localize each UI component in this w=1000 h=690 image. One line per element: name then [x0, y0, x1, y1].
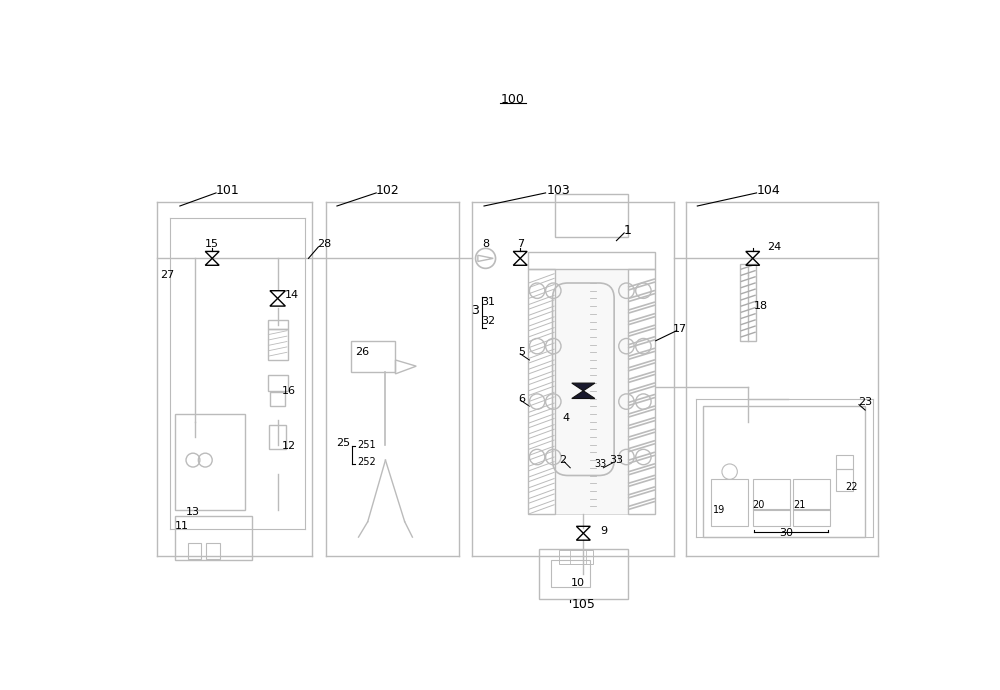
Bar [836, 469, 853, 491]
Bar [206, 543, 220, 559]
Text: 20: 20 [753, 500, 765, 510]
Bar [539, 549, 628, 599]
Text: 102: 102 [376, 184, 400, 197]
Text: 19: 19 [713, 505, 725, 515]
Text: 14: 14 [284, 290, 299, 299]
Text: 105: 105 [571, 598, 595, 611]
Bar [175, 515, 252, 560]
Text: 104: 104 [757, 184, 781, 197]
Bar [555, 269, 628, 514]
Text: 22: 22 [845, 482, 858, 492]
Text: 7: 7 [517, 239, 524, 250]
Text: 25: 25 [336, 438, 350, 449]
Text: 4: 4 [563, 413, 570, 423]
Bar [753, 509, 790, 526]
Text: 27: 27 [160, 270, 175, 280]
Bar [175, 414, 245, 510]
Bar [836, 455, 853, 469]
Text: 24: 24 [767, 241, 781, 252]
Text: 103: 103 [547, 184, 571, 197]
Text: 100: 100 [501, 93, 524, 106]
Text: 252: 252 [357, 457, 376, 467]
Text: 30: 30 [780, 529, 794, 538]
Bar [628, 269, 655, 514]
Bar [740, 264, 756, 341]
Bar [269, 426, 286, 449]
Bar [570, 550, 586, 564]
Bar [753, 480, 790, 510]
Text: 10: 10 [571, 578, 585, 589]
Text: 5: 5 [518, 347, 525, 357]
Bar [188, 543, 201, 559]
Text: 12: 12 [282, 441, 296, 451]
Text: 23: 23 [858, 397, 872, 407]
Text: 8: 8 [482, 239, 489, 250]
Bar [270, 393, 285, 406]
Bar [528, 253, 655, 269]
Text: 2: 2 [559, 455, 566, 465]
Text: 28: 28 [317, 239, 331, 250]
Bar [268, 320, 288, 329]
Text: 15: 15 [205, 239, 219, 250]
Text: 1: 1 [624, 224, 632, 237]
Text: 9: 9 [600, 526, 607, 536]
Bar [268, 375, 288, 391]
Text: 3: 3 [472, 304, 479, 317]
Text: 13: 13 [186, 507, 200, 518]
Polygon shape [572, 383, 595, 391]
Polygon shape [572, 391, 595, 399]
Text: 33: 33 [594, 459, 606, 469]
Text: 32: 32 [481, 317, 495, 326]
Text: 26: 26 [355, 347, 369, 357]
Bar [268, 329, 288, 360]
Bar [793, 509, 830, 526]
Text: 21: 21 [793, 500, 805, 510]
Bar [351, 341, 395, 371]
Text: 16: 16 [282, 386, 296, 396]
Text: 101: 101 [216, 184, 239, 197]
Bar [793, 480, 830, 510]
Bar [559, 550, 593, 564]
Bar [711, 480, 748, 526]
Text: 18: 18 [753, 301, 768, 311]
Text: 31: 31 [481, 297, 495, 307]
Text: 11: 11 [175, 520, 189, 531]
Bar [551, 560, 590, 587]
Text: 33: 33 [609, 455, 623, 465]
Bar [703, 406, 865, 537]
Bar [555, 195, 628, 237]
Text: 251: 251 [357, 440, 376, 450]
Bar [528, 269, 555, 514]
Text: 17: 17 [673, 324, 687, 334]
Text: 6: 6 [518, 393, 525, 404]
